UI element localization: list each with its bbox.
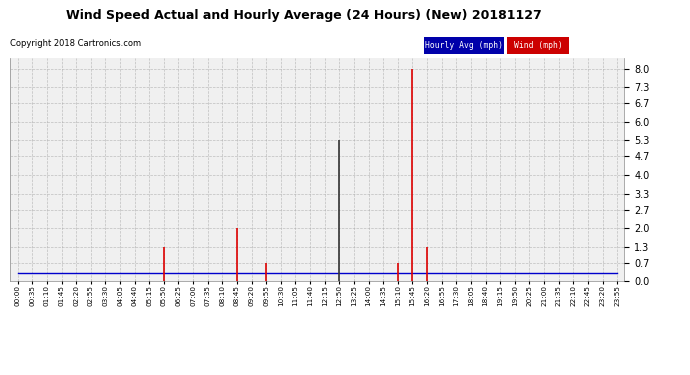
Text: Wind (mph): Wind (mph) bbox=[514, 42, 562, 51]
Text: Hourly Avg (mph): Hourly Avg (mph) bbox=[425, 42, 503, 51]
Text: Copyright 2018 Cartronics.com: Copyright 2018 Cartronics.com bbox=[10, 39, 141, 48]
Text: Wind Speed Actual and Hourly Average (24 Hours) (New) 20181127: Wind Speed Actual and Hourly Average (24… bbox=[66, 9, 542, 22]
